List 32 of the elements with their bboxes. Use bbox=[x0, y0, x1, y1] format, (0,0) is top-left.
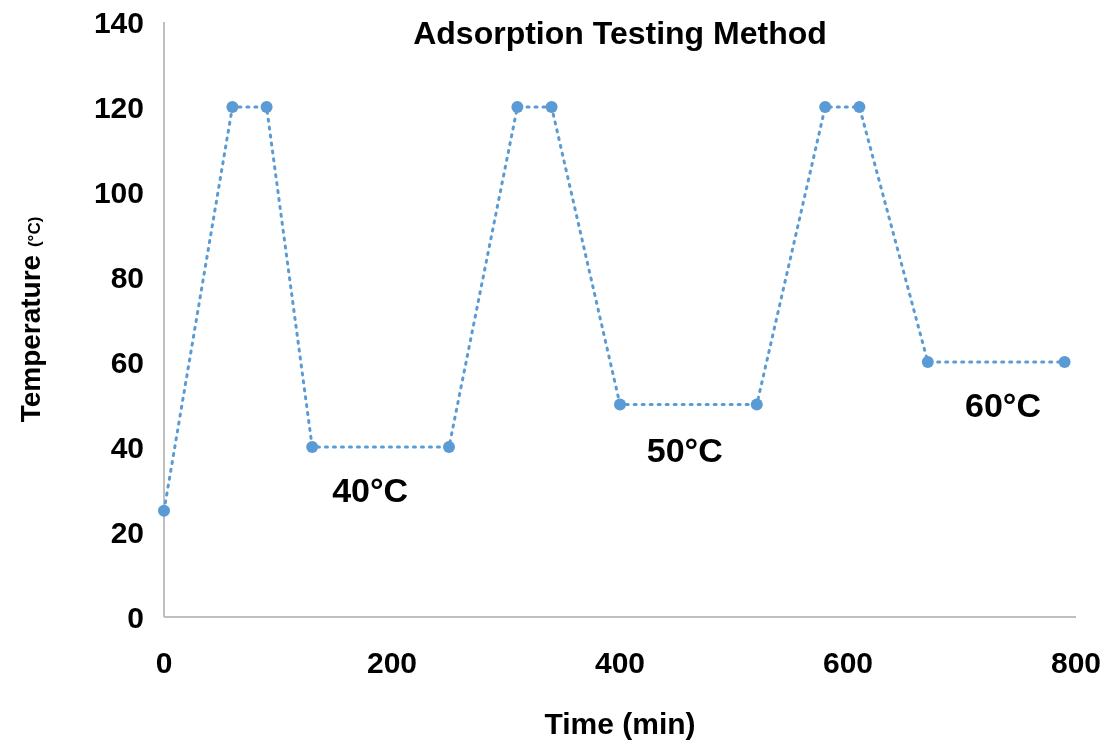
point bbox=[819, 101, 832, 113]
point bbox=[158, 504, 170, 517]
point bbox=[545, 101, 558, 113]
annotation: 60°C bbox=[965, 386, 1042, 425]
annotation: 40°C bbox=[332, 471, 409, 510]
x-tick-label: 800 bbox=[1050, 645, 1102, 679]
chart-title: Adsorption Testing Method bbox=[413, 15, 827, 51]
x-tick-label: 600 bbox=[822, 645, 874, 679]
x-tick-label: 0 bbox=[155, 645, 173, 679]
x-axis-title: Time (min) bbox=[544, 707, 696, 740]
y-tick-label: 80 bbox=[110, 260, 144, 294]
y-axis-title: Temperature (°C) bbox=[15, 216, 46, 423]
y-tick-label: 20 bbox=[110, 515, 144, 549]
point bbox=[306, 441, 319, 453]
point bbox=[511, 101, 524, 113]
point bbox=[853, 101, 866, 113]
annotation: 50°C bbox=[646, 430, 723, 469]
point bbox=[614, 398, 626, 411]
y-tick-label: 60 bbox=[110, 345, 144, 379]
x-tick-label: 400 bbox=[594, 645, 646, 679]
y-tick-label: 100 bbox=[93, 175, 144, 209]
point bbox=[226, 101, 239, 113]
point bbox=[921, 356, 934, 368]
y-tick-label: 0 bbox=[127, 600, 144, 634]
y-tick-label: 40 bbox=[110, 430, 144, 464]
point bbox=[1058, 356, 1071, 368]
y-tick-label: 120 bbox=[93, 90, 144, 124]
point bbox=[260, 101, 273, 113]
point bbox=[443, 441, 455, 453]
y-tick-label: 140 bbox=[93, 5, 144, 39]
x-tick-label: 200 bbox=[366, 645, 418, 679]
point bbox=[750, 398, 763, 411]
